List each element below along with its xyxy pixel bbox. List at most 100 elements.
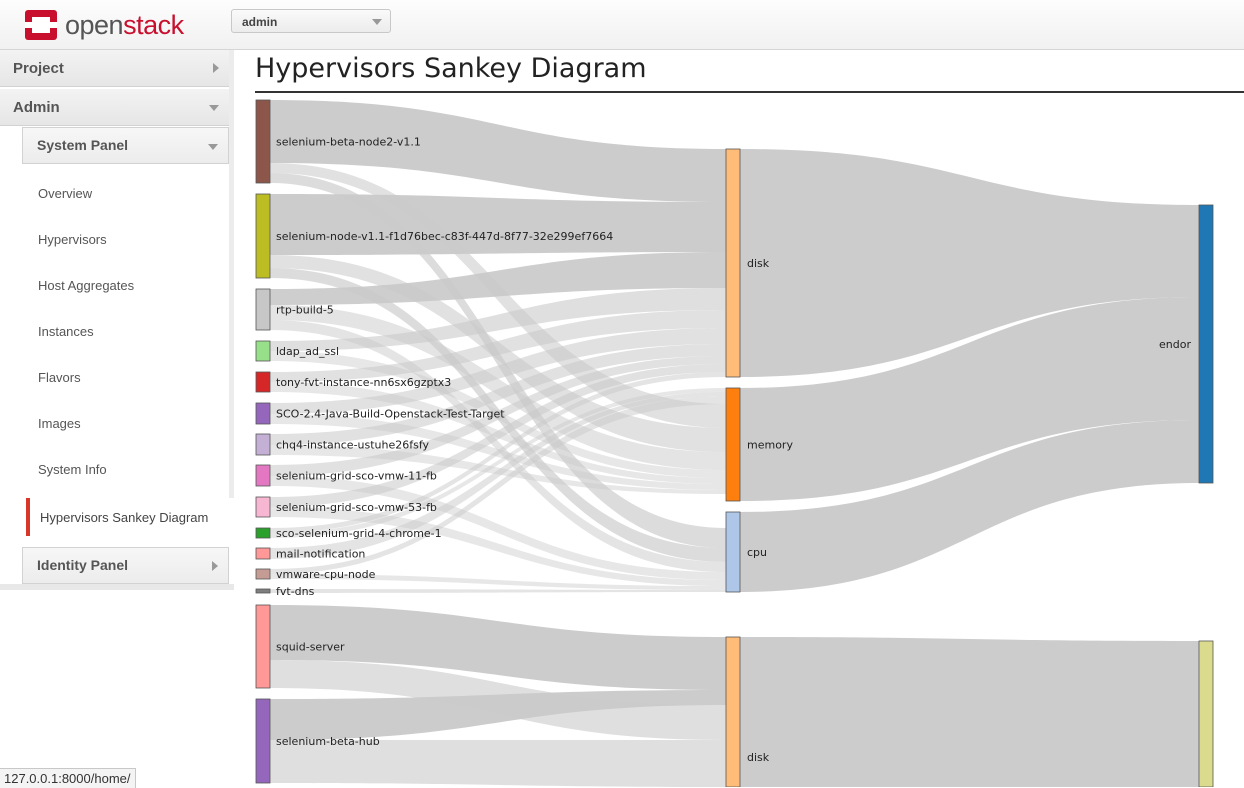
sankey-link-tony-fvt-instance-nn6sx6gzptx3-disk bbox=[270, 310, 726, 382]
sankey-node-squid-server[interactable] bbox=[255, 604, 271, 689]
sankey-node-mail-notification[interactable] bbox=[255, 547, 271, 560]
sankey-node-host-node[interactable] bbox=[1198, 640, 1214, 787]
sidebar-item-host-aggregates[interactable]: Host Aggregates bbox=[38, 278, 135, 293]
sankey-link-selenium-grid-sco-vmw-53-fb-disk bbox=[270, 364, 726, 507]
sankey-link-disk-endor bbox=[740, 149, 1199, 377]
chevron-down-icon bbox=[209, 105, 219, 111]
sankey-link-selenium-beta-hub-disk bbox=[270, 740, 726, 787]
sankey-node-selenium-grid-sco-vmw-53-fb[interactable] bbox=[255, 496, 271, 518]
sankey-link-mail-notification-memory bbox=[270, 392, 726, 559]
sankey-link-selenium-beta-node2-v1-1-disk bbox=[270, 100, 726, 202]
sidebar-item-flavors[interactable]: Flavors bbox=[38, 370, 81, 385]
sankey-link-selenium-grid-sco-vmw-11-fb-disk bbox=[270, 356, 726, 476]
panel-system[interactable]: System Panel bbox=[22, 127, 229, 164]
sankey-label-disk-3: disk bbox=[747, 751, 770, 764]
status-bar-url: 127.0.0.1:8000/home/ bbox=[0, 768, 136, 788]
sankey-label-disk-0: disk bbox=[747, 257, 770, 270]
sankey-node-fvt-dns[interactable] bbox=[255, 588, 271, 594]
sankey-link-ldap-ad-ssl-disk bbox=[270, 288, 726, 351]
sankey-node-selenium-beta-hub[interactable] bbox=[255, 698, 271, 784]
sankey-link-rtp-build-5-cpu bbox=[270, 320, 726, 572]
sankey-link-sco-selenium-grid-4-chrome-1-memory bbox=[270, 388, 726, 538]
sidebar-item-label: Hypervisors Sankey Diagram bbox=[40, 510, 209, 525]
sidebar-item-images[interactable]: Images bbox=[38, 416, 81, 431]
sankey-node-cpu-2[interactable] bbox=[725, 511, 741, 593]
sankey-link-vmware-cpu-node-memory bbox=[270, 396, 726, 574]
project-selector-value: admin bbox=[242, 15, 278, 29]
sankey-link-cpu-endor bbox=[740, 420, 1199, 592]
sidebar: Project Admin System Panel Overview Hype… bbox=[0, 50, 234, 590]
sankey-label-mail-notification: mail-notification bbox=[276, 548, 365, 561]
sankey-label-memory-1: memory bbox=[747, 439, 793, 452]
sankey-label-selenium-beta-node2-v1-1: selenium-beta-node2-v1.1 bbox=[276, 136, 421, 149]
sankey-link-memory-endor bbox=[740, 297, 1199, 501]
sankey-link-selenium-node-v1-1-f1d76bec-c83f-447d-8f77-32e299ef7664-disk bbox=[270, 194, 726, 255]
sankey-label-sco-selenium-grid-4-chrome-1: sco-selenium-grid-4-chrome-1 bbox=[276, 527, 442, 540]
sankey-link-sco-2-4-java-build-openstack-test-target-disk bbox=[270, 328, 726, 414]
sankey-node-rtp-build-5[interactable] bbox=[255, 288, 271, 331]
sankey-label-selenium-node-v1-1-f1d76bec-c83f-447d-8f77-32e299ef7664: selenium-node-v1.1-f1d76bec-c83f-447d-8f… bbox=[276, 230, 613, 243]
sankey-label-vmware-cpu-node: vmware-cpu-node bbox=[276, 568, 376, 581]
sankey-node-vmware-cpu-node[interactable] bbox=[255, 568, 271, 580]
sankey-link-vmware-cpu-node-cpu bbox=[270, 574, 726, 590]
sankey-node-selenium-beta-node2-v1-1[interactable] bbox=[255, 99, 271, 184]
panel-system-label: System Panel bbox=[37, 137, 129, 153]
logo-text: openstack bbox=[65, 9, 184, 40]
sankey-node-disk-0[interactable] bbox=[725, 148, 741, 378]
sankey-label-ldap-ad-ssl: ldap_ad_ssl bbox=[276, 345, 339, 358]
panel-identity[interactable]: Identity Panel bbox=[22, 547, 229, 584]
chevron-down-icon bbox=[372, 19, 382, 25]
openstack-logo-icon bbox=[25, 10, 57, 40]
sankey-label-selenium-grid-sco-vmw-53-fb: selenium-grid-sco-vmw-53-fb bbox=[276, 501, 437, 514]
dashboard-project[interactable]: Project bbox=[0, 50, 229, 87]
top-bar: openstack admin bbox=[0, 0, 1244, 50]
sankey-label-host-endor: endor bbox=[1159, 338, 1191, 351]
sankey-node-sco-2-4-java-build-openstack-test-target[interactable] bbox=[255, 402, 271, 425]
sankey-label-rtp-build-5: rtp-build-5 bbox=[276, 304, 334, 317]
sankey-label-selenium-beta-hub: selenium-beta-hub bbox=[276, 735, 380, 748]
sankey-node-memory-1[interactable] bbox=[725, 387, 741, 502]
sankey-link-squid-server-disk bbox=[270, 605, 726, 690]
chevron-down-icon bbox=[208, 144, 218, 150]
sankey-node-ldap-ad-ssl[interactable] bbox=[255, 340, 271, 362]
sankey-link-rtp-build-5-memory bbox=[270, 305, 726, 470]
sankey-link-selenium-beta-hub-disk bbox=[270, 690, 726, 740]
sidebar-item-system-info[interactable]: System Info bbox=[38, 462, 107, 477]
sankey-label-cpu-2: cpu bbox=[747, 546, 767, 559]
dashboard-admin[interactable]: Admin bbox=[0, 89, 229, 126]
sidebar-item-sankey-diagram[interactable]: Hypervisors Sankey Diagram bbox=[26, 498, 234, 536]
page-title: Hypervisors Sankey Diagram bbox=[255, 53, 647, 84]
sankey-node-host-endor[interactable] bbox=[1198, 204, 1214, 484]
sankey-node-tony-fvt-instance-nn6sx6gzptx3[interactable] bbox=[255, 371, 271, 393]
chevron-right-icon bbox=[212, 561, 218, 571]
chevron-right-icon bbox=[213, 63, 219, 73]
panel-identity-label: Identity Panel bbox=[37, 557, 129, 573]
dashboard-admin-label: Admin bbox=[13, 99, 60, 116]
sankey-label-tony-fvt-instance-nn6sx6gzptx3: tony-fvt-instance-nn6sx6gzptx3 bbox=[276, 376, 451, 389]
sankey-link-disk-host bbox=[740, 637, 1199, 787]
dashboard-project-label: Project bbox=[13, 60, 64, 77]
sankey-node-disk-3[interactable] bbox=[725, 636, 741, 787]
sankey-link-fvt-dns-cpu bbox=[270, 589, 726, 593]
sankey-node-selenium-grid-sco-vmw-11-fb[interactable] bbox=[255, 464, 271, 487]
sankey-link-sco-selenium-grid-4-chrome-1-disk bbox=[270, 372, 726, 533]
sankey-link-chq4-instance-ustuhe26fsfy-disk bbox=[270, 344, 726, 445]
sankey-link-selenium-grid-sco-vmw-53-fb-cpu bbox=[270, 507, 726, 586]
sankey-node-selenium-node-v1-1-f1d76bec-c83f-447d-8f77-32e299ef7664[interactable] bbox=[255, 193, 271, 279]
sidebar-item-overview[interactable]: Overview bbox=[38, 186, 93, 201]
sankey-link-selenium-grid-sco-vmw-11-fb-cpu bbox=[270, 476, 726, 580]
sankey-link-rtp-build-5-disk bbox=[270, 252, 726, 305]
sankey-label-chq4-instance-ustuhe26fsfy: chq4-instance-ustuhe26fsfy bbox=[276, 439, 430, 452]
sidebar-item-hypervisors[interactable]: Hypervisors bbox=[38, 232, 107, 247]
sankey-link-selenium-beta-node2-v1-1-cpu bbox=[270, 173, 726, 548]
sidebar-item-instances[interactable]: Instances bbox=[38, 324, 94, 339]
title-divider bbox=[255, 91, 1244, 93]
openstack-logo[interactable]: openstack bbox=[23, 8, 184, 42]
sankey-label-squid-server: squid-server bbox=[276, 641, 345, 654]
sankey-label-selenium-grid-sco-vmw-11-fb: selenium-grid-sco-vmw-11-fb bbox=[276, 470, 437, 483]
sankey-node-chq4-instance-ustuhe26fsfy[interactable] bbox=[255, 433, 271, 456]
sankey-node-sco-selenium-grid-4-chrome-1[interactable] bbox=[255, 527, 271, 539]
project-selector[interactable]: admin bbox=[231, 9, 391, 33]
sankey-label-sco-2-4-java-build-openstack-test-target: SCO-2.4-Java-Build-Openstack-Test-Target bbox=[276, 408, 505, 421]
